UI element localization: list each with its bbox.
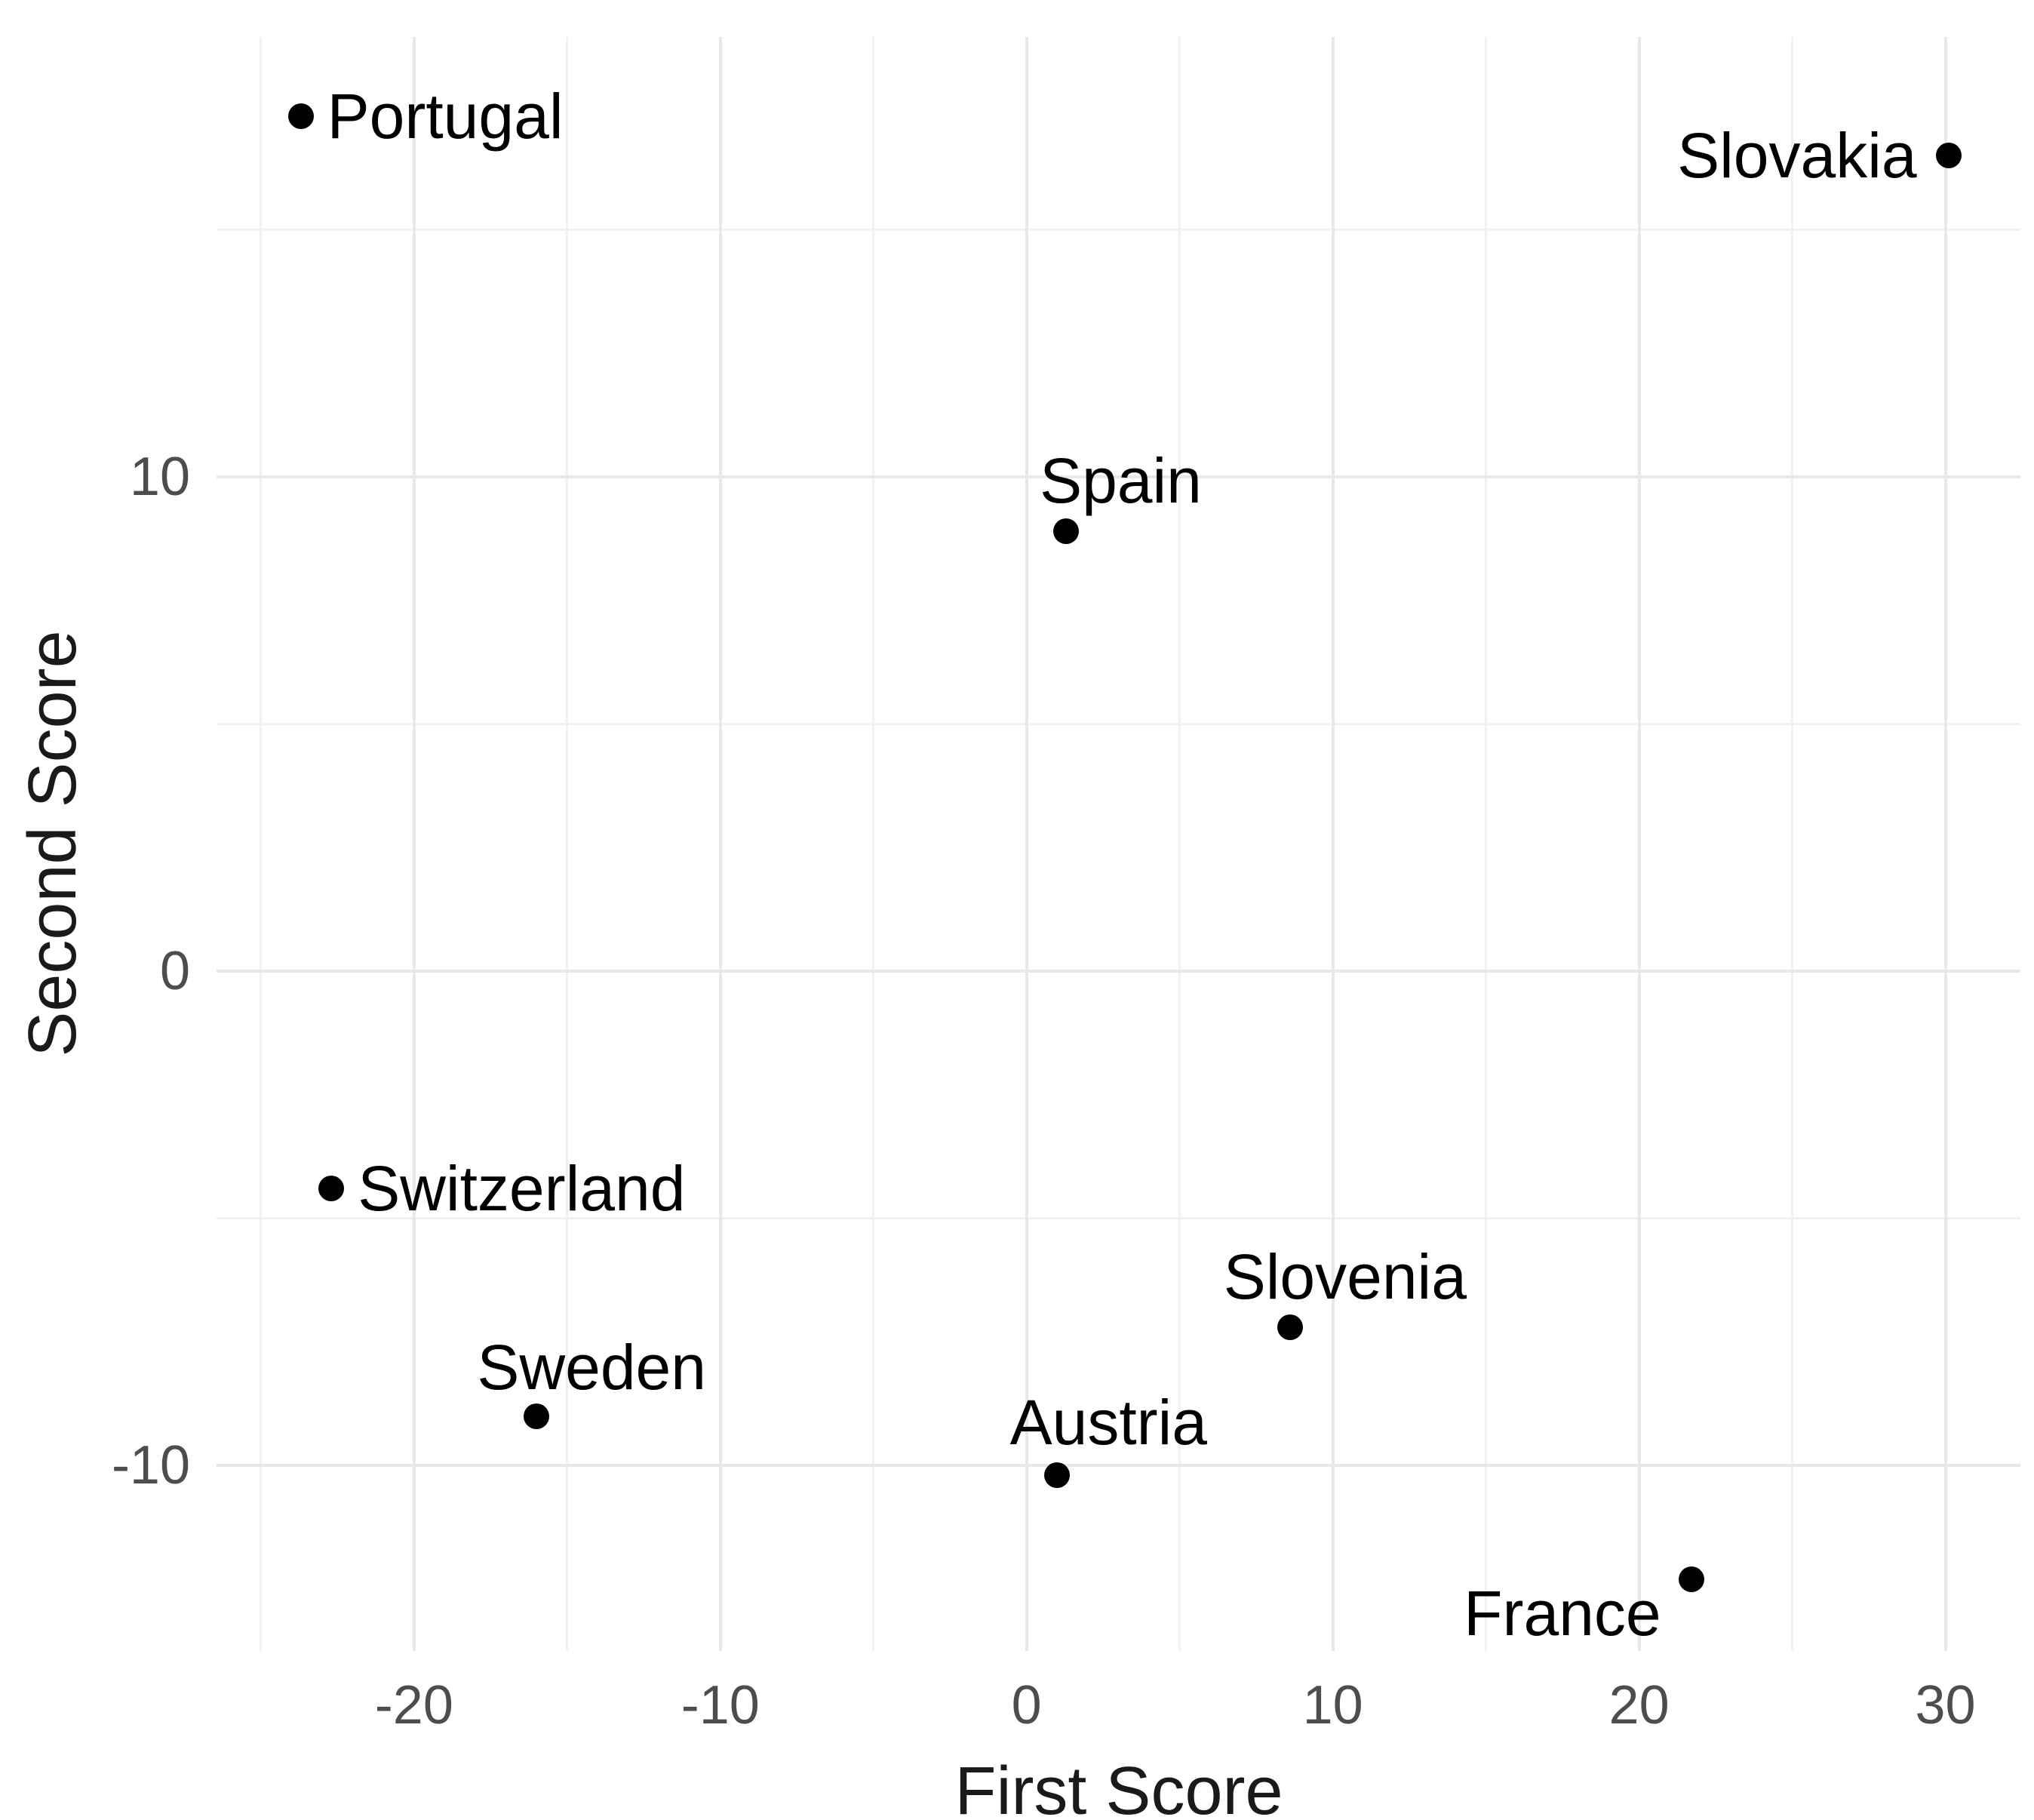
point-label: Austria [1009, 1387, 1208, 1459]
data-point [1935, 143, 1962, 169]
x-tick-label: 20 [1608, 1675, 1670, 1735]
major-gridline-vertical [1637, 37, 1641, 1651]
point-label: Sweden [477, 1331, 706, 1403]
point-label: Switzerland [358, 1153, 686, 1225]
minor-gridline-vertical [1791, 37, 1794, 1651]
point-label: Slovakia [1677, 120, 1917, 192]
data-point [287, 103, 314, 129]
minor-gridline-vertical [260, 37, 263, 1651]
major-gridline-vertical [1331, 37, 1335, 1651]
x-axis-title: First Score [954, 1754, 1283, 1820]
major-gridline-vertical [412, 37, 416, 1651]
minor-gridline-horizontal [217, 1217, 2020, 1220]
major-gridline-horizontal [217, 970, 2020, 973]
data-point [1044, 1462, 1071, 1489]
y-tick-label: -10 [111, 1435, 190, 1496]
point-label: France [1464, 1578, 1661, 1649]
minor-gridline-vertical [566, 37, 569, 1651]
minor-gridline-vertical [872, 37, 875, 1651]
data-point [1678, 1566, 1704, 1592]
minor-gridline-horizontal [217, 723, 2020, 726]
x-tick-label: -10 [681, 1675, 760, 1735]
plot-panel: Portugal Slovakia Spain Switzerland Sweden Sl… [217, 37, 2020, 1651]
y-tick-label: 0 [159, 941, 190, 1002]
x-tick-label: 10 [1302, 1675, 1363, 1735]
minor-gridline-vertical [1485, 37, 1488, 1651]
major-gridline-vertical [1943, 37, 1947, 1651]
major-gridline-horizontal [217, 1464, 2020, 1468]
data-point [524, 1403, 550, 1429]
y-axis-title: Second Score [15, 630, 91, 1057]
major-gridline-vertical [718, 37, 722, 1651]
minor-gridline-vertical [1178, 37, 1181, 1651]
data-point [1053, 518, 1080, 545]
minor-gridline-horizontal [217, 229, 2020, 231]
y-tick-label: 10 [129, 447, 190, 508]
major-gridline-vertical [1025, 37, 1028, 1651]
point-label: Slovenia [1223, 1240, 1467, 1312]
x-tick-label: 30 [1915, 1675, 1976, 1735]
x-tick-label: 0 [1011, 1675, 1042, 1735]
x-tick-label: -20 [374, 1675, 453, 1735]
data-point [318, 1176, 345, 1202]
major-gridline-horizontal [217, 475, 2020, 479]
point-label: Portugal [327, 80, 564, 152]
data-point [1277, 1314, 1303, 1340]
point-label: Spain [1040, 445, 1202, 517]
